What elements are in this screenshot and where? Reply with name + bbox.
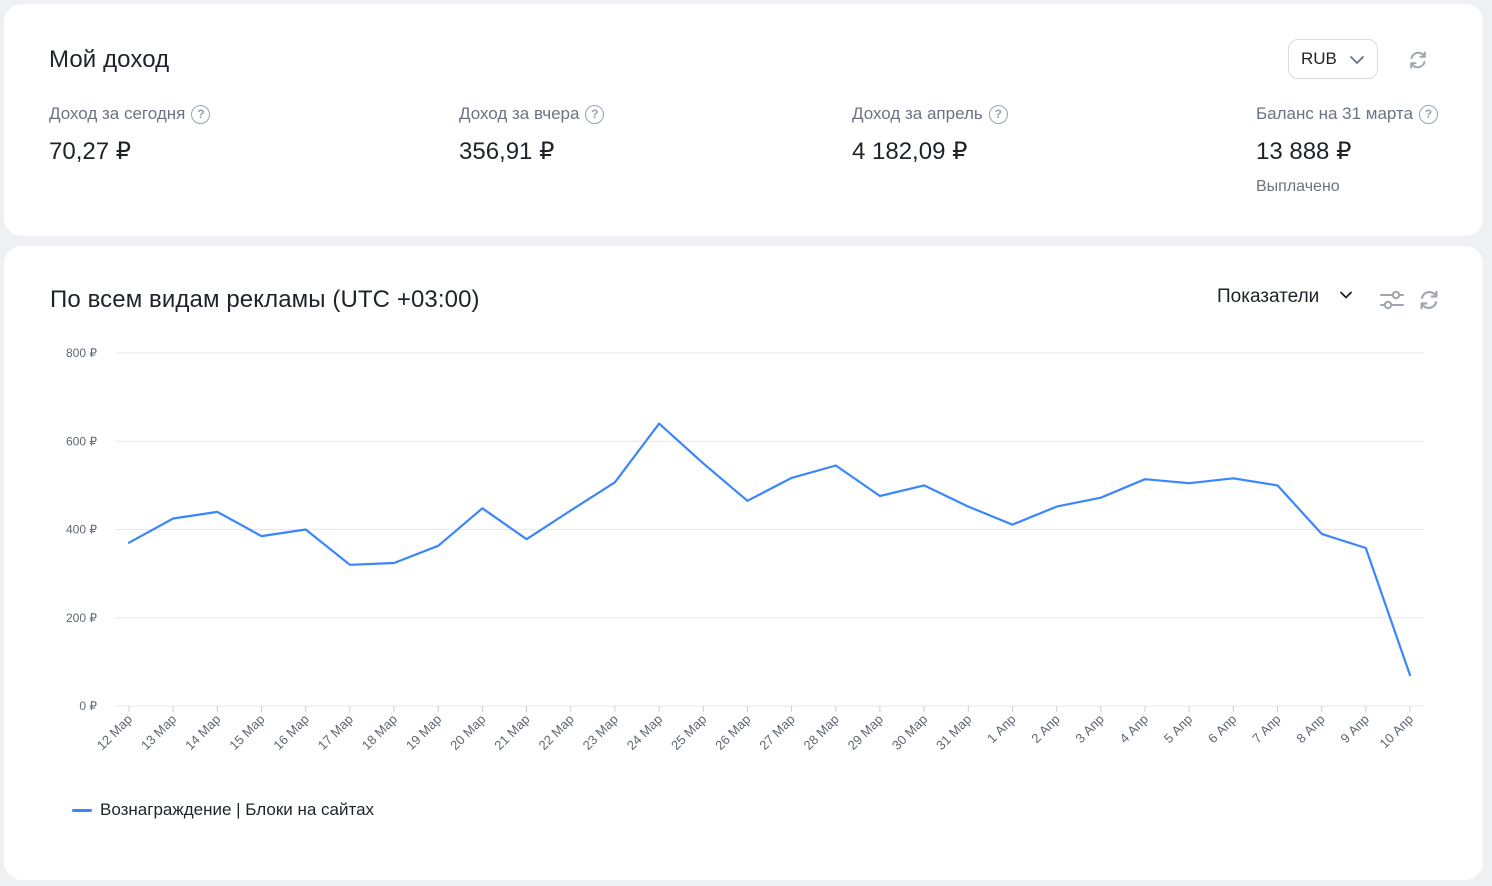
series-line <box>127 422 1412 677</box>
legend-label: Вознаграждение | Блоки на сайтах <box>100 800 375 819</box>
income-card: Мой доход RUB Доход за сегодня ? 70,27 ₽… <box>4 4 1483 236</box>
help-icon[interactable]: ? <box>585 104 605 124</box>
y-tick-label: 800 ₽ <box>66 346 97 360</box>
x-tick-label: 6 Апр <box>1205 712 1240 747</box>
y-tick-label: 400 ₽ <box>66 523 97 537</box>
x-tick-label: 1 Апр <box>984 712 1019 747</box>
x-tick-label: 17 Мар <box>315 712 356 753</box>
x-tick-label: 29 Мар <box>845 712 886 753</box>
x-tick-label: 21 Мар <box>491 712 532 753</box>
y-tick-label: 0 ₽ <box>79 699 97 713</box>
x-tick-label: 12 Мар <box>94 712 135 753</box>
x-tick-label: 27 Мар <box>756 712 797 753</box>
x-tick-label: 16 Мар <box>270 712 311 753</box>
stat-label: Доход за сегодня <box>49 104 186 123</box>
x-tick-label: 24 Мар <box>624 712 665 753</box>
refresh-icon[interactable] <box>1415 286 1443 314</box>
settings-sliders-icon[interactable] <box>1378 286 1406 314</box>
currency-value: RUB <box>1301 49 1337 68</box>
stat-label: Баланс на 31 марта <box>1256 104 1414 123</box>
stat-value: 70,27 ₽ <box>49 138 131 165</box>
stat-value: 13 888 ₽ <box>1256 138 1352 165</box>
x-tick-label: 15 Мар <box>226 712 267 753</box>
metrics-dropdown[interactable]: Показатели <box>1217 286 1353 308</box>
stat-status: Выплачено <box>1256 178 1340 195</box>
legend-swatch <box>72 808 92 812</box>
x-tick-label: 13 Мар <box>138 712 179 753</box>
x-tick-label: 14 Мар <box>182 712 223 753</box>
stat-label: Доход за апрель <box>852 104 983 123</box>
y-tick-label: 200 ₽ <box>66 611 97 625</box>
chevron-down-icon <box>1339 286 1353 308</box>
stat-balance: Баланс на 31 марта ? 13 888 ₽ Выплачено <box>1256 104 1439 196</box>
help-icon[interactable]: ? <box>191 104 211 124</box>
chart-card: По всем видам рекламы (UTC +03:00) Показ… <box>4 246 1483 880</box>
x-tick-label: 23 Мар <box>580 712 621 753</box>
refresh-icon[interactable] <box>1404 46 1432 74</box>
line-chart: 0 ₽ 200 ₽ 400 ₽ 600 ₽ 800 ₽ 12 Мар 13 Мар 14 Ма… <box>66 346 1424 753</box>
income-title: Мой доход <box>49 46 170 73</box>
x-tick-label: 22 Мар <box>535 712 576 753</box>
stat-label: Доход за вчера <box>459 104 580 123</box>
x-tick-label: 8 Апр <box>1293 712 1328 747</box>
x-tick-label: 5 Апр <box>1161 712 1196 747</box>
x-tick-label: 10 Апр <box>1377 712 1417 752</box>
x-tick-label: 18 Мар <box>359 712 400 753</box>
metrics-label: Показатели <box>1217 286 1320 307</box>
chart-title: По всем видам рекламы (UTC +03:00) <box>50 286 480 313</box>
help-icon[interactable]: ? <box>1419 104 1439 124</box>
x-tick-label: 19 Мар <box>403 712 444 753</box>
x-tick-label: 30 Мар <box>889 712 930 753</box>
x-tick-label: 26 Мар <box>712 712 753 753</box>
x-tick-label: 7 Апр <box>1249 712 1284 747</box>
x-tick-label: 2 Апр <box>1028 712 1063 747</box>
chevron-down-icon <box>1349 52 1365 73</box>
x-tick-label: 31 Мар <box>933 712 974 753</box>
y-tick-label: 600 ₽ <box>66 434 97 448</box>
stat-income-april: Доход за апрель ? 4 182,09 ₽ <box>852 104 1008 166</box>
x-tick-label: 28 Мар <box>801 712 842 753</box>
x-tick-label: 20 Мар <box>447 712 488 753</box>
x-tick-label: 9 Апр <box>1337 712 1372 747</box>
stat-income-yesterday: Доход за вчера ? 356,91 ₽ <box>459 104 605 166</box>
x-tick-label: 4 Апр <box>1117 712 1152 747</box>
x-tick-label: 3 Апр <box>1072 712 1107 747</box>
stat-value: 4 182,09 ₽ <box>852 138 968 165</box>
stat-value: 356,91 ₽ <box>459 138 555 165</box>
legend-item[interactable]: Вознаграждение | Блоки на сайтах <box>72 800 374 820</box>
stat-income-today: Доход за сегодня ? 70,27 ₽ <box>49 104 211 166</box>
currency-select[interactable]: RUB <box>1288 39 1378 79</box>
help-icon[interactable]: ? <box>988 104 1008 124</box>
x-tick-label: 25 Мар <box>668 712 709 753</box>
